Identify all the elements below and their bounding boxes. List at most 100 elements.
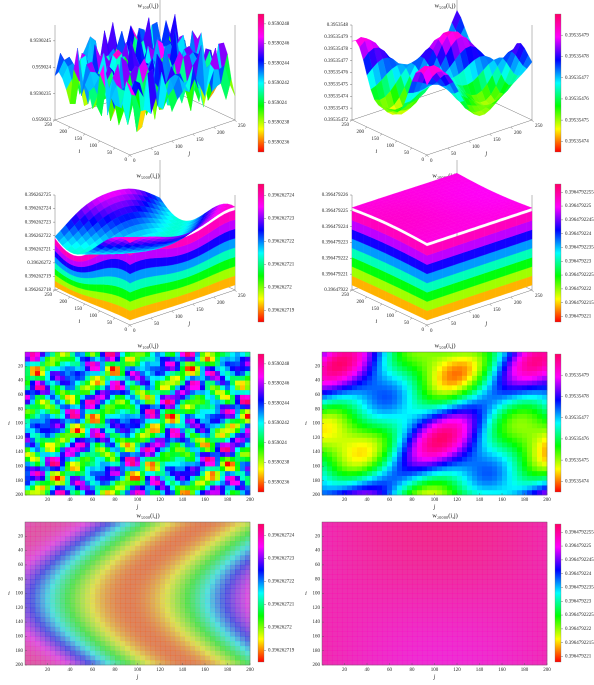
heat-cell — [397, 366, 403, 372]
heat-cell — [85, 447, 91, 453]
heat-cell — [537, 423, 543, 429]
heat-cell — [130, 394, 136, 400]
heat-cell — [407, 399, 413, 405]
heat-cell — [175, 461, 181, 467]
heat-cell — [327, 390, 333, 396]
x-tick — [129, 324, 132, 328]
heat-cell — [170, 413, 176, 420]
heat-cell — [412, 418, 418, 424]
heat-cell — [155, 433, 161, 439]
heat-cell — [322, 380, 328, 386]
colorbar-tick-label: 0.39535475 — [565, 118, 589, 123]
heat-cell — [225, 471, 231, 477]
heat-cell — [427, 352, 433, 358]
heat-cell — [240, 418, 246, 424]
heat-cell — [170, 390, 176, 396]
heat-cell — [210, 480, 216, 486]
heat-cell — [75, 418, 81, 424]
heat-cell — [367, 352, 373, 358]
surface-side — [351, 266, 356, 278]
heat-cell — [407, 418, 413, 424]
heat-cell — [35, 356, 41, 362]
heat-cell — [532, 390, 538, 396]
heat-cell — [60, 352, 66, 358]
heat-cell — [145, 361, 151, 367]
heat-cell — [392, 409, 398, 415]
colorbar-tick-label: 0.39535476 — [565, 97, 589, 102]
heat-cell — [230, 356, 236, 362]
heat-cell — [225, 361, 231, 367]
surface-side — [107, 267, 112, 277]
heat-cell — [517, 428, 523, 434]
surface-side — [166, 256, 173, 266]
heat-cell — [367, 418, 373, 424]
heat-cell — [205, 390, 211, 396]
surface-side — [370, 218, 375, 230]
heat-cell — [80, 447, 86, 453]
heat-cell — [447, 385, 453, 391]
heat-cell — [477, 428, 483, 434]
heat-cell — [190, 352, 196, 358]
heat-cell — [210, 380, 216, 386]
surface-side — [99, 291, 104, 301]
x-tick — [426, 324, 429, 328]
heat-cell — [150, 352, 156, 358]
heat-cell — [512, 361, 518, 367]
heat-cell — [402, 423, 408, 429]
heat-cell — [482, 418, 488, 424]
heat-cell — [50, 399, 56, 405]
heat-cell — [125, 490, 131, 496]
heat-cell — [105, 409, 111, 415]
heat-cell — [220, 461, 226, 467]
heat-cell — [145, 456, 151, 462]
heat-cell — [160, 390, 166, 396]
heat-cell — [447, 409, 453, 415]
x-tick-label: 100 — [134, 498, 142, 503]
heat-cell — [477, 447, 483, 453]
box-edge — [426, 119, 533, 156]
z-tick-label: 0.3953548 — [327, 23, 349, 28]
heat-cell — [165, 371, 171, 377]
heat-cell — [205, 442, 211, 448]
heat-cell — [427, 366, 433, 372]
heat-cell — [80, 433, 86, 439]
heat-cell — [120, 418, 126, 424]
heat-cell — [487, 442, 493, 448]
heat-cell — [240, 447, 246, 453]
heat-cell — [407, 433, 413, 439]
heat-cell — [60, 404, 66, 410]
heat-cell — [392, 437, 398, 443]
surface-side — [370, 265, 375, 277]
heat-cell — [332, 423, 338, 429]
heat-cell — [65, 352, 71, 358]
surface-side — [351, 238, 356, 250]
heat-cell — [437, 409, 443, 415]
surface-side — [81, 272, 86, 279]
heat-cell — [387, 452, 393, 458]
heat-cell — [35, 399, 41, 405]
heat-cell — [155, 409, 161, 415]
heat-cell — [65, 466, 71, 472]
heat-cell — [432, 399, 438, 405]
heat-cell — [507, 418, 513, 424]
surface-side — [171, 271, 178, 282]
surface-side — [378, 259, 383, 271]
heat-cell — [200, 418, 206, 424]
heat-cell — [95, 413, 101, 420]
surface-side — [161, 265, 167, 276]
heat-cell — [180, 352, 186, 358]
heat-cell — [537, 394, 543, 400]
heat-cell — [25, 423, 31, 429]
heat-cell — [90, 366, 96, 372]
heat-cell — [230, 485, 236, 491]
heat-cell — [417, 366, 423, 372]
surface-side — [81, 282, 86, 290]
surface-side — [114, 303, 119, 316]
heat-cell — [215, 394, 221, 400]
heat-cell — [382, 385, 388, 391]
heat-cell — [180, 475, 186, 481]
heat-cell — [225, 418, 231, 424]
heat-cell — [165, 413, 171, 420]
heat-cell — [467, 390, 473, 396]
heat-cell — [372, 394, 378, 400]
